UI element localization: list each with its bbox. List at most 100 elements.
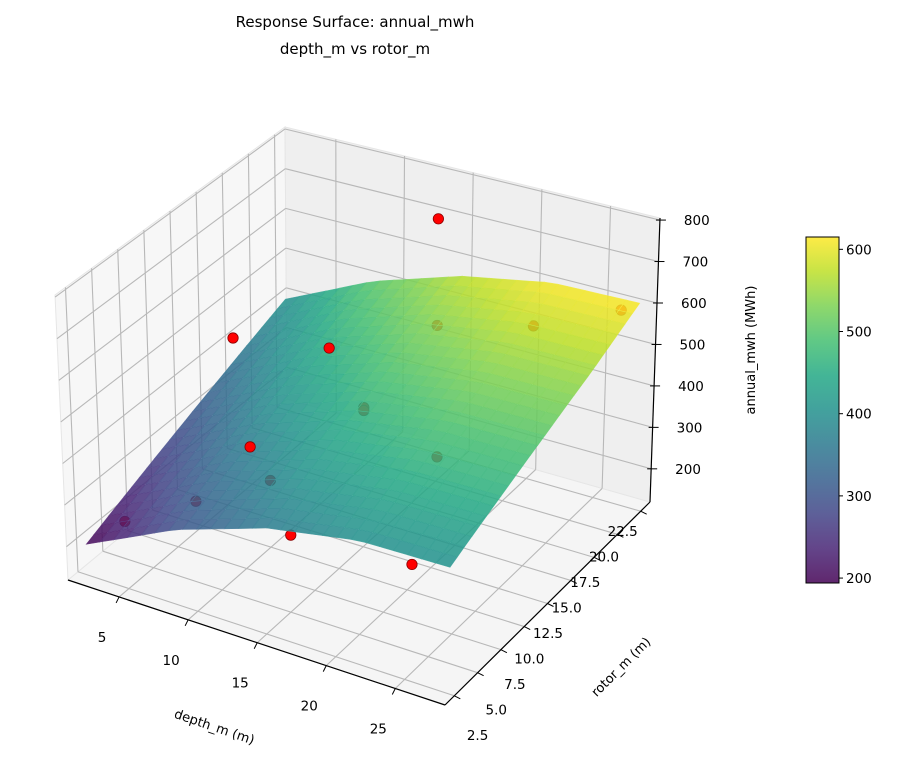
data-point bbox=[227, 332, 239, 344]
surface-mesh-line bbox=[131, 468, 494, 507]
x-tick-mark bbox=[391, 688, 396, 695]
z-tick-label: 800 bbox=[684, 213, 710, 229]
surface-mesh-line bbox=[140, 288, 340, 536]
y-tick-mark bbox=[593, 556, 601, 561]
surface-mesh-line bbox=[393, 290, 586, 551]
y-gridline bbox=[77, 571, 455, 697]
y-tick-label: 2.5 bbox=[467, 728, 488, 744]
surface-mesh-line bbox=[113, 293, 313, 540]
surface-mesh-line bbox=[200, 381, 560, 416]
surface-mesh-line bbox=[277, 285, 633, 314]
z-gridline bbox=[54, 128, 286, 298]
surface-mesh-line bbox=[154, 439, 516, 477]
surface-mesh-line bbox=[101, 508, 465, 548]
surface-mesh-line bbox=[379, 287, 572, 547]
chart-title: Response Surface: annual_mwh bbox=[235, 13, 475, 31]
surface-mesh-line bbox=[210, 279, 408, 530]
surface-mesh-line bbox=[185, 400, 545, 436]
y-tick-mark bbox=[570, 579, 578, 584]
surface-mesh-line bbox=[169, 420, 531, 456]
surface-mesh-line bbox=[266, 276, 463, 529]
y-gridline bbox=[91, 268, 104, 552]
surface-mesh-line bbox=[224, 278, 422, 529]
surface-mesh-line bbox=[308, 279, 504, 534]
x-tick-mark bbox=[253, 642, 258, 649]
surface-mesh-line bbox=[127, 290, 327, 538]
data-point bbox=[406, 558, 418, 571]
surface-mesh-line bbox=[350, 281, 545, 540]
y-gridline bbox=[117, 249, 129, 531]
surface-mesh-line bbox=[246, 323, 604, 356]
surface-mesh-line bbox=[364, 284, 558, 543]
x-tick-label: 20 bbox=[301, 699, 318, 715]
y-tick-mark bbox=[617, 533, 624, 538]
x-tick-label: 5 bbox=[98, 630, 107, 646]
colorbar-tick-label: 400 bbox=[846, 407, 872, 423]
y-tick-label: 10.0 bbox=[514, 651, 544, 667]
surface-mesh-line bbox=[196, 279, 394, 530]
z-gridline bbox=[60, 247, 287, 423]
y-tick-mark bbox=[454, 695, 461, 700]
y-tick-label: 20.0 bbox=[589, 550, 619, 566]
surface-mesh-line bbox=[168, 282, 367, 531]
colorbar-tick-label: 200 bbox=[846, 571, 872, 587]
colorbar: 200 300 400 500 600 bbox=[805, 236, 872, 587]
data-point bbox=[432, 213, 444, 225]
surface-mesh-line bbox=[177, 410, 538, 446]
surface-mesh-line bbox=[254, 314, 611, 345]
surface-mesh-line bbox=[449, 303, 640, 568]
surface-mesh-line bbox=[182, 280, 381, 530]
surface-mesh-line bbox=[238, 333, 596, 366]
z-tick-label: 500 bbox=[680, 337, 706, 353]
chart-subtitle: depth_m vs rotor_m bbox=[279, 40, 431, 58]
surface-mesh-line bbox=[154, 285, 354, 534]
y-axis-label: rotor_m (m) bbox=[589, 635, 654, 700]
y-tick-mark bbox=[547, 603, 554, 607]
z-gridline bbox=[62, 287, 287, 464]
surface-mesh-line bbox=[99, 296, 300, 543]
z-gridline bbox=[285, 207, 658, 304]
surface-mesh-line bbox=[262, 304, 618, 335]
data-point bbox=[323, 342, 335, 354]
colorbar-tick-label: 600 bbox=[846, 242, 872, 258]
surface-mesh-line bbox=[336, 281, 531, 538]
z-tick-label: 200 bbox=[675, 462, 701, 478]
x-tick-mark bbox=[115, 596, 120, 604]
y-tick-mark bbox=[477, 672, 484, 677]
surface-mesh-line bbox=[108, 498, 472, 537]
surface-mesh-line bbox=[285, 275, 640, 304]
surface-mesh-line bbox=[252, 276, 449, 529]
y-gridline bbox=[64, 287, 79, 572]
z-tick-label: 400 bbox=[678, 379, 704, 395]
y-tick-label: 17.5 bbox=[570, 575, 600, 591]
surface-mesh-line bbox=[124, 478, 487, 517]
surface-mesh-line bbox=[294, 278, 490, 532]
x-tick-mark bbox=[322, 665, 327, 672]
colorbar-scale bbox=[805, 236, 840, 584]
y-tick-mark bbox=[523, 626, 531, 631]
colorbar-tick-label: 300 bbox=[846, 489, 872, 505]
z-gridline bbox=[285, 168, 659, 263]
y-gridline bbox=[127, 530, 502, 651]
z-gridline bbox=[284, 128, 661, 221]
surface-mesh-line bbox=[215, 362, 574, 396]
x-tick-label: 25 bbox=[370, 722, 387, 738]
z-axis-line bbox=[649, 217, 661, 503]
surface-mesh-line bbox=[146, 449, 509, 487]
colorbar-tick-label: 500 bbox=[846, 325, 872, 341]
surface-mesh-line bbox=[421, 296, 613, 560]
z-tick-label: 300 bbox=[677, 420, 703, 436]
surface-mesh-line bbox=[435, 299, 627, 564]
x-tick-label: 15 bbox=[232, 676, 249, 692]
surface-mesh-line bbox=[116, 488, 480, 527]
surface-mesh-line bbox=[93, 517, 458, 558]
y-tick-label: 7.5 bbox=[504, 677, 525, 693]
y-tick-label: 12.5 bbox=[533, 626, 563, 642]
surface-mesh-line bbox=[162, 429, 523, 466]
y-gridline bbox=[152, 509, 525, 628]
x-axis-label: depth_m (m) bbox=[172, 707, 256, 749]
z-gridline bbox=[58, 207, 286, 381]
surface-mesh-line bbox=[86, 527, 451, 568]
surface-mesh-line bbox=[231, 342, 589, 377]
